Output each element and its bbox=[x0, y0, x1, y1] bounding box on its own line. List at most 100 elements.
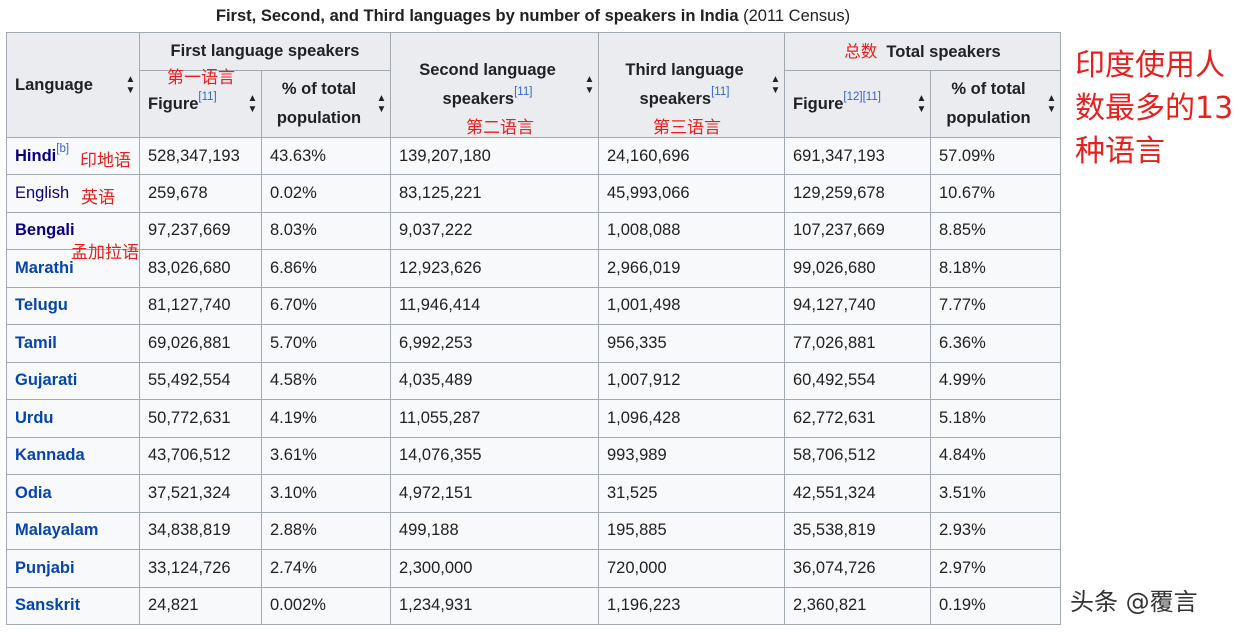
header-total-pct-label: % of total population bbox=[946, 80, 1031, 127]
language-link[interactable]: Tamil bbox=[15, 333, 57, 352]
cell-first-pct: 4.19% bbox=[261, 399, 391, 438]
cell-total: 42,551,324 bbox=[784, 474, 931, 513]
cell-language: Marathi bbox=[6, 249, 140, 288]
language-link[interactable]: Malayalam bbox=[15, 521, 99, 540]
header-first-pct[interactable]: % of total population ▲▼ bbox=[261, 70, 391, 138]
ref-link[interactable]: [12][11] bbox=[843, 90, 881, 103]
header-total-group-label: Total speakers bbox=[886, 42, 1001, 61]
cell-first: 37,521,324 bbox=[139, 474, 262, 513]
cell-first: 50,772,631 bbox=[139, 399, 262, 438]
sort-icon[interactable]: ▲▼ bbox=[125, 74, 136, 96]
cell-total: 62,772,631 bbox=[784, 399, 931, 438]
cell-first-pct: 8.03% bbox=[261, 211, 391, 250]
languages-table: Language ▲▼ First language speakers Seco… bbox=[6, 32, 1061, 625]
cell-total: 99,026,680 bbox=[784, 249, 931, 288]
table-caption: First, Second, and Third languages by nu… bbox=[6, 7, 1060, 26]
cell-total: 129,259,678 bbox=[784, 174, 931, 213]
cell-total-pct: 10.67% bbox=[930, 174, 1061, 213]
table-row: Marathi 83,026,680 6.86% 12,923,626 2,966,01… bbox=[6, 249, 1061, 288]
cell-language: Telugu bbox=[6, 286, 140, 325]
cell-first: 33,124,726 bbox=[139, 549, 262, 588]
cell-language: English bbox=[6, 174, 140, 213]
cell-language: Odia bbox=[6, 474, 140, 513]
header-language-label: Language bbox=[15, 75, 93, 94]
cell-first-pct: 2.88% bbox=[261, 511, 391, 550]
language-link[interactable]: Hindi bbox=[15, 146, 57, 165]
header-first-pct-label: % of total population bbox=[276, 80, 362, 127]
header-language[interactable]: Language ▲▼ bbox=[6, 32, 140, 138]
header-first-figure-label: Figure bbox=[148, 94, 199, 113]
header-third[interactable]: Third language speakers[11] ▲▼ bbox=[598, 32, 785, 138]
language-link[interactable]: Gujarati bbox=[15, 371, 78, 390]
cell-second: 14,076,355 bbox=[390, 436, 599, 475]
cell-total-pct: 2.93% bbox=[930, 511, 1061, 550]
annotation-first-language: 第一语言 bbox=[167, 68, 235, 88]
cell-second: 499,188 bbox=[390, 511, 599, 550]
header-first-figure[interactable]: Figure[11] ▲▼ bbox=[139, 70, 262, 138]
ref-link[interactable]: [11] bbox=[711, 86, 730, 98]
cell-total: 35,538,819 bbox=[784, 511, 931, 550]
language-link[interactable]: Marathi bbox=[15, 258, 74, 277]
cell-third: 31,525 bbox=[598, 474, 785, 513]
cell-first: 34,838,819 bbox=[139, 511, 262, 550]
cell-second: 1,234,931 bbox=[390, 586, 599, 625]
cell-third: 1,196,223 bbox=[598, 586, 785, 625]
cell-total-pct: 4.84% bbox=[930, 436, 1061, 475]
table-row: Bengali 97,237,669 8.03% 9,037,222 1,008,088… bbox=[6, 211, 1061, 250]
cell-third: 24,160,696 bbox=[598, 137, 785, 175]
cell-second: 11,055,287 bbox=[390, 399, 599, 438]
language-link[interactable]: Kannada bbox=[15, 446, 85, 465]
cell-total: 58,706,512 bbox=[784, 436, 931, 475]
cell-language: Kannada bbox=[6, 436, 140, 475]
header-second[interactable]: Second language speakers[11] ▲▼ bbox=[390, 32, 599, 138]
cell-second: 83,125,221 bbox=[390, 174, 599, 213]
language-link[interactable]: Bengali bbox=[15, 221, 75, 240]
language-link[interactable]: Sanskrit bbox=[15, 596, 81, 615]
annotation-hindi: 印地语 bbox=[80, 151, 131, 171]
cell-total: 2,360,821 bbox=[784, 586, 931, 625]
cell-language: Hindi[b] bbox=[6, 137, 140, 175]
cell-first-pct: 6.86% bbox=[261, 249, 391, 288]
sort-icon[interactable]: ▲▼ bbox=[247, 93, 258, 115]
sort-icon[interactable]: ▲▼ bbox=[584, 74, 595, 96]
ref-link[interactable]: [11] bbox=[514, 86, 533, 98]
sort-icon[interactable]: ▲▼ bbox=[916, 93, 927, 115]
cell-third: 993,989 bbox=[598, 436, 785, 475]
cell-third: 2,966,019 bbox=[598, 249, 785, 288]
language-link[interactable]: Punjabi bbox=[15, 558, 75, 577]
cell-first-pct: 5.70% bbox=[261, 324, 391, 363]
sort-icon[interactable]: ▲▼ bbox=[1046, 93, 1057, 115]
cell-first: 69,026,881 bbox=[139, 324, 262, 363]
cell-second: 12,923,626 bbox=[390, 249, 599, 288]
table-row: Kannada 43,706,512 3.61% 14,076,355 993,989 5… bbox=[6, 436, 1061, 475]
table-body: Hindi[b] 528,347,193 43.63% 139,207,180 24,1… bbox=[6, 137, 1061, 625]
language-link[interactable]: Telugu bbox=[15, 296, 68, 315]
cell-first-pct: 0.02% bbox=[261, 174, 391, 213]
cell-language: Gujarati bbox=[6, 361, 140, 400]
cell-total: 107,237,669 bbox=[784, 211, 931, 250]
sort-icon[interactable]: ▲▼ bbox=[770, 74, 781, 96]
header-first-group: First language speakers bbox=[139, 32, 391, 71]
annotation-total: 总数 bbox=[844, 41, 878, 61]
language-link[interactable]: Urdu bbox=[15, 408, 54, 427]
header-second-label: Second language speakers bbox=[419, 61, 556, 108]
cell-second: 139,207,180 bbox=[390, 137, 599, 175]
table-row: Tamil 69,026,881 5.70% 6,992,253 956,335 77,0… bbox=[6, 324, 1061, 363]
table-row: Sanskrit 24,821 0.002% 1,234,931 1,196,223 2,… bbox=[6, 586, 1061, 625]
cell-language: Sanskrit bbox=[6, 586, 140, 625]
cell-language: Malayalam bbox=[6, 511, 140, 550]
ref-link[interactable]: [b] bbox=[56, 142, 70, 155]
cell-third: 45,993,066 bbox=[598, 174, 785, 213]
header-total-pct[interactable]: % of total population ▲▼ bbox=[930, 70, 1061, 138]
language-link[interactable]: Odia bbox=[15, 483, 52, 502]
cell-first-pct: 2.74% bbox=[261, 549, 391, 588]
table-row: Hindi[b] 528,347,193 43.63% 139,207,180 24,1… bbox=[6, 137, 1061, 175]
header-total-figure[interactable]: Figure[12][11] ▲▼ bbox=[784, 70, 931, 138]
cell-third: 1,007,912 bbox=[598, 361, 785, 400]
cell-third: 195,885 bbox=[598, 511, 785, 550]
cell-first-pct: 0.002% bbox=[261, 586, 391, 625]
sort-icon[interactable]: ▲▼ bbox=[376, 93, 387, 115]
language-link[interactable]: English bbox=[15, 183, 70, 202]
ref-link[interactable]: [11] bbox=[198, 90, 217, 103]
header-first-group-label: First language speakers bbox=[170, 42, 360, 60]
